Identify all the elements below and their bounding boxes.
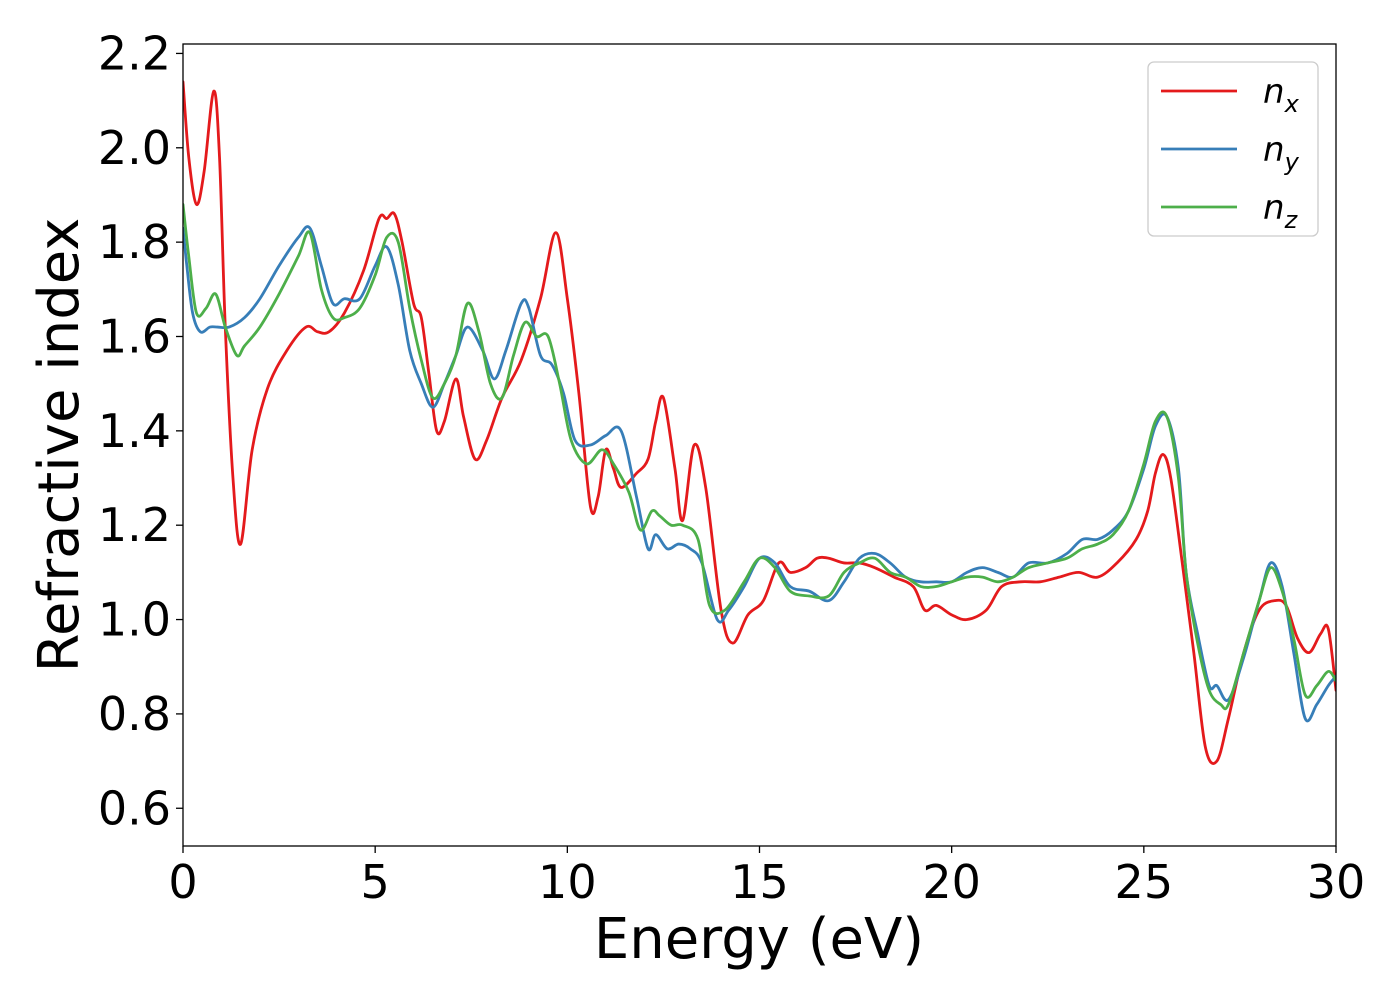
x-tick-label: 20 bbox=[922, 855, 981, 909]
y-tick-label: 2.2 bbox=[98, 26, 171, 80]
legend-label-base: n bbox=[1263, 130, 1285, 170]
y-tick-label: 0.8 bbox=[98, 687, 171, 741]
legend-label-base: n bbox=[1263, 72, 1285, 112]
legend-label-subscript: z bbox=[1284, 206, 1299, 234]
y-axis-title: Refractive index bbox=[27, 218, 92, 673]
y-tick-label: 1.2 bbox=[98, 498, 171, 552]
x-tick-label: 5 bbox=[361, 855, 390, 909]
legend-label-z: nz bbox=[1263, 188, 1299, 234]
y-tick-label: 1.4 bbox=[98, 404, 171, 458]
series-line-x bbox=[183, 80, 1336, 765]
y-tick-label: 1.0 bbox=[98, 593, 171, 647]
x-tick-label: 30 bbox=[1307, 855, 1366, 909]
x-tick-label: 15 bbox=[730, 855, 789, 909]
y-tick-label: 1.8 bbox=[98, 215, 171, 269]
y-tick-label: 1.6 bbox=[98, 309, 171, 363]
y-tick-label: 0.6 bbox=[98, 781, 171, 835]
series-lines bbox=[183, 80, 1336, 765]
legend-label-subscript: y bbox=[1284, 148, 1300, 176]
y-axis-ticks: 0.6 0.8 1.0 1.2 1.4 1.6 1.8 2.0 2.2 bbox=[98, 26, 183, 835]
x-tick-label: 25 bbox=[1115, 855, 1174, 909]
x-axis-title: Energy (eV) bbox=[594, 907, 924, 972]
x-axis-ticks: 0 5 10 15 20 25 30 bbox=[168, 846, 1365, 909]
x-tick-label: 0 bbox=[168, 855, 197, 909]
legend-label-base: n bbox=[1263, 188, 1285, 228]
legend-label-subscript: x bbox=[1284, 90, 1300, 118]
y-tick-label: 2.0 bbox=[98, 121, 171, 175]
legend-label-x: nx bbox=[1263, 72, 1300, 118]
legend-label-y: ny bbox=[1263, 130, 1300, 176]
series-line-y bbox=[183, 225, 1336, 723]
series-line-z bbox=[183, 203, 1336, 711]
x-tick-label: 10 bbox=[538, 855, 597, 909]
